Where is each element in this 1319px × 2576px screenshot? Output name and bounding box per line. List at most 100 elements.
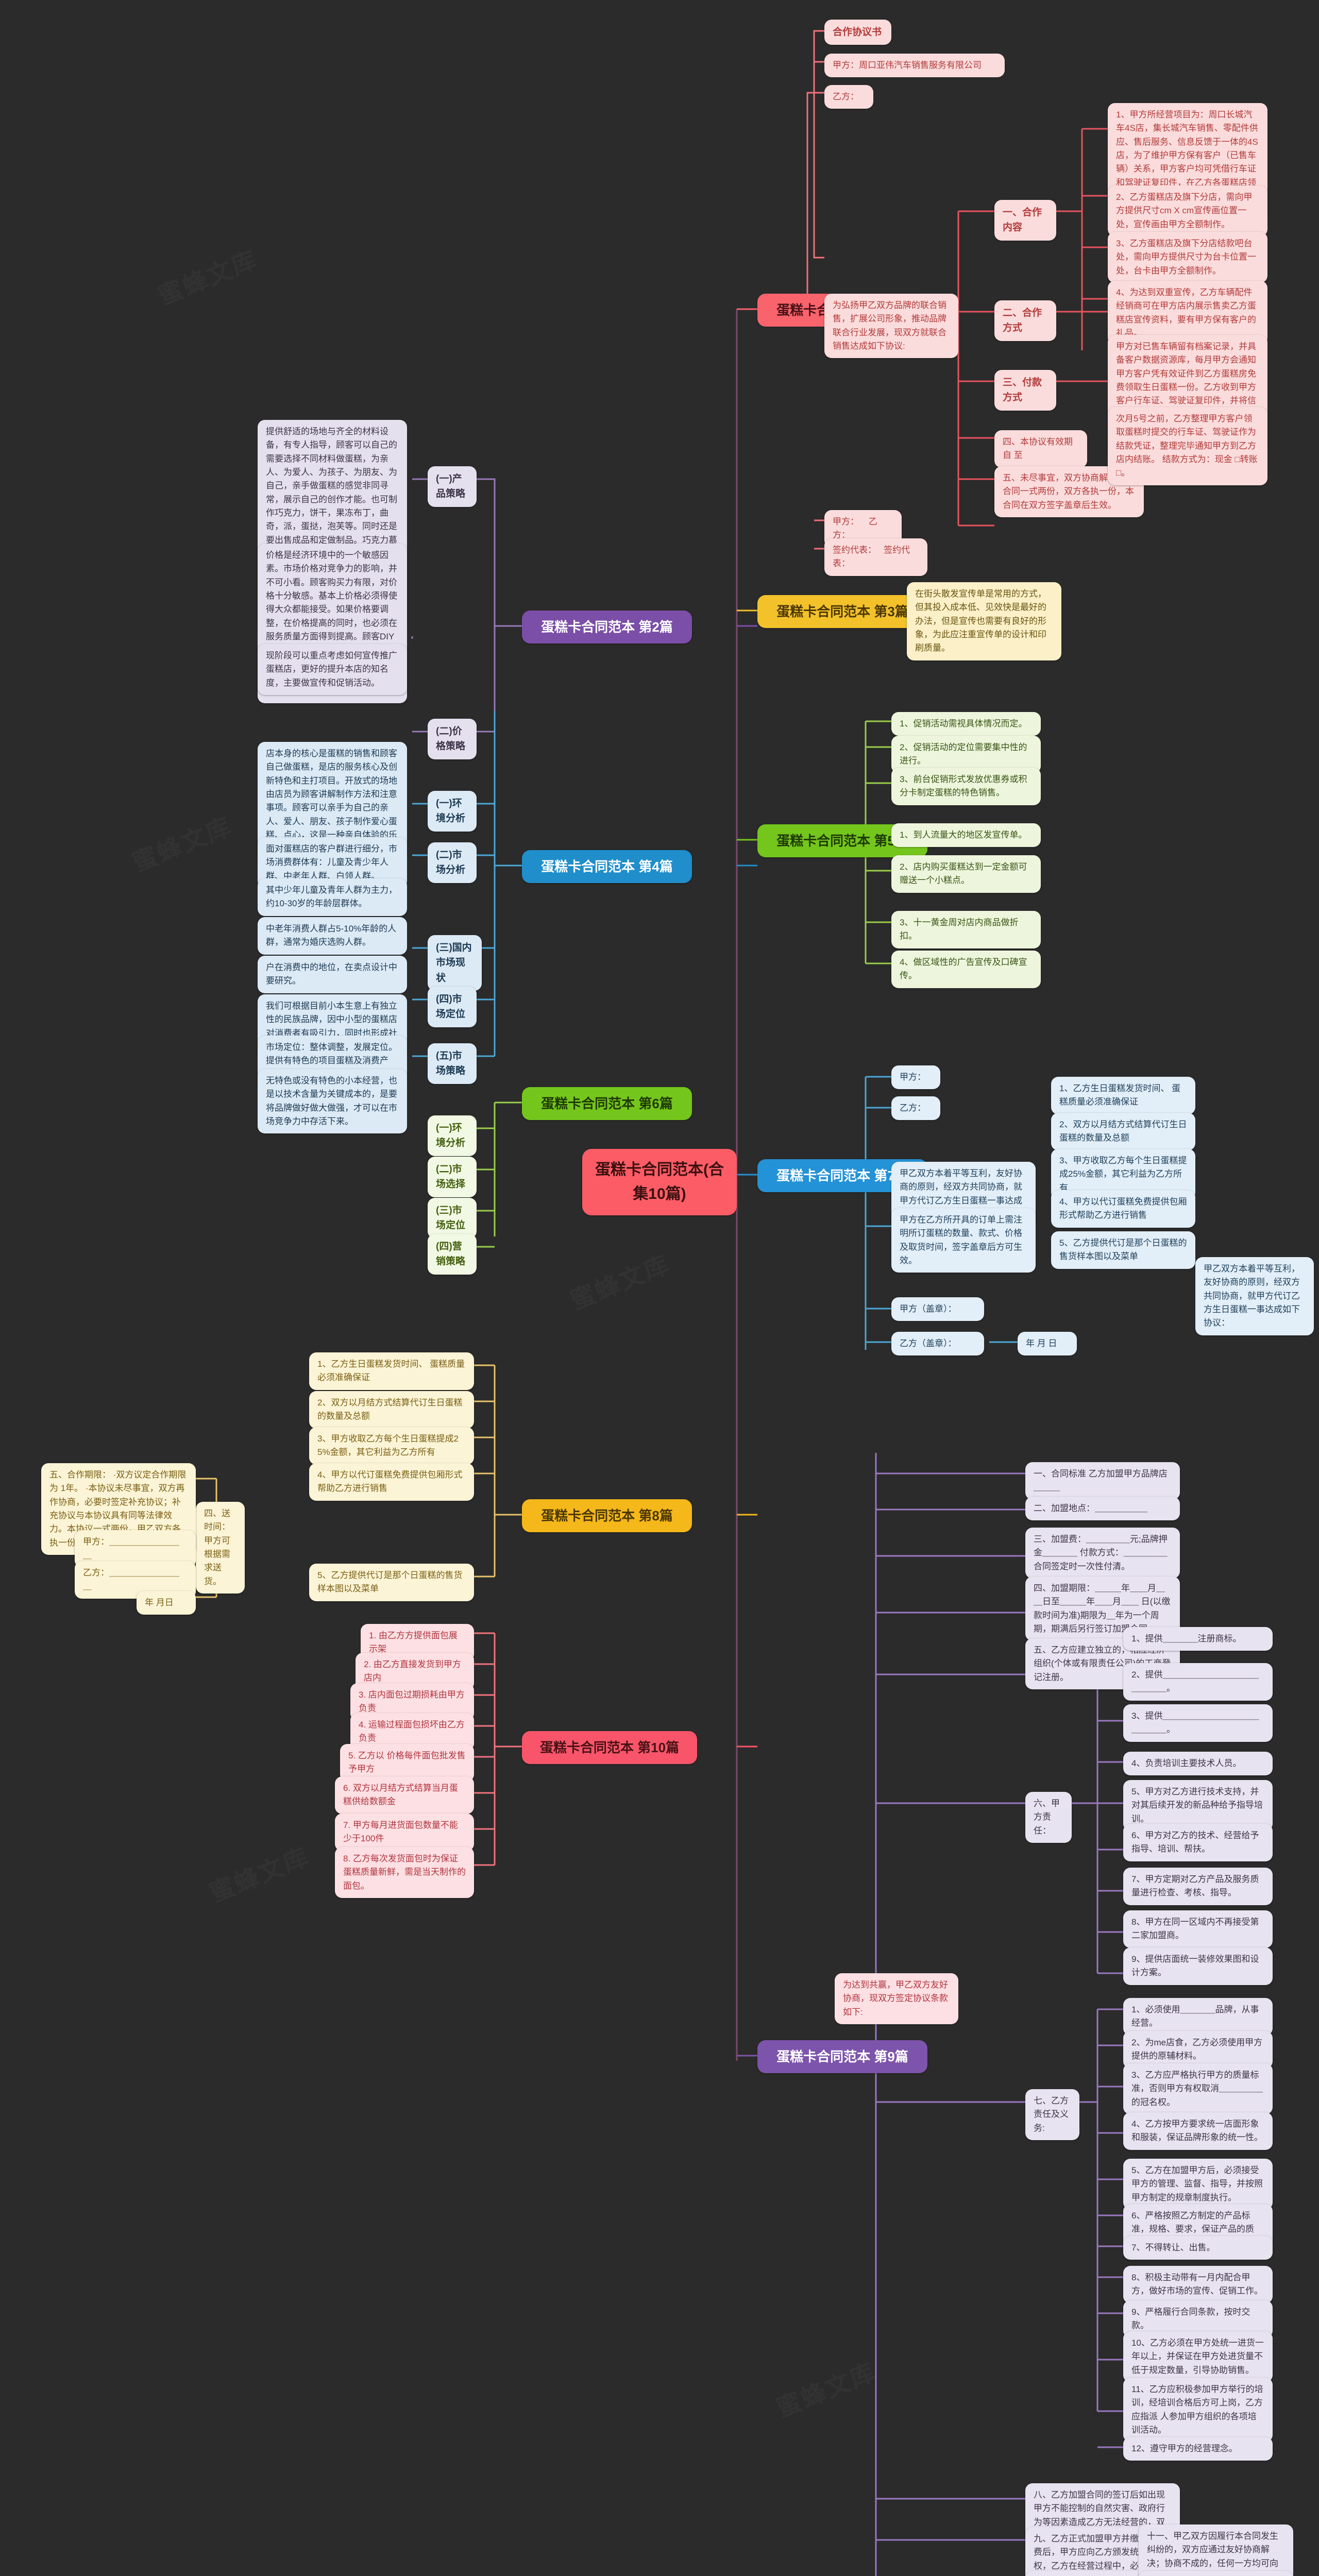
p10-item-6[interactable]: 6. 双方以月结方式结算当月蛋糕供给数额金	[335, 1776, 474, 1814]
p10-item-5[interactable]: 5. 乙方以 价格每件面包批发售予甲方	[340, 1744, 474, 1782]
p5-item-7[interactable]: 4、做区域性的广告宣传及口碑宣传。	[891, 951, 1041, 988]
p1-section-4[interactable]: 四、本协议有效期自 至	[994, 430, 1087, 468]
p7-party-b[interactable]: 乙方：	[891, 1096, 940, 1121]
p1-s3-item-1[interactable]: 次月5号之前，乙方整理甲方客户领取蛋糕时提交的行车证、驾驶证作为结款凭证，整理完…	[1108, 407, 1267, 485]
p4-text-2c[interactable]: 中老年消费人群占5-10%年龄的人群，通常为婚庆选购人群。	[258, 917, 407, 955]
p9-sev-item-1[interactable]: 1、必须使用＿＿＿＿品牌，从事经营。	[1123, 1998, 1273, 2036]
p3-text-1[interactable]: 在街头散发宣传单是常用的方式，但其投入成本低、见效快是最好的办法，但是宣传也需要…	[907, 582, 1061, 660]
p7-party-a[interactable]: 甲方：	[891, 1065, 940, 1090]
p8-item-3[interactable]: 3、甲方收取乙方每个生日蛋糕提成25%金额，其它利益为乙方所有	[309, 1427, 474, 1465]
p9-sev-item-2[interactable]: 2、为me店食，乙方必须使用甲方提供的原辅材料。	[1123, 2031, 1273, 2069]
branch-node-4[interactable]: 蛋糕卡合同范本 第4篇	[522, 850, 692, 884]
p7-item-4[interactable]: 4、甲方以代订蛋糕免费提供包厢形式帮助乙方进行销售	[1051, 1190, 1195, 1228]
p9-sev-item-8[interactable]: 8、积极主动带有一月内配合甲方，做好市场的宣传、促销工作。	[1123, 2266, 1273, 2303]
p7-sign-a[interactable]: 甲方（盖章）：	[891, 1297, 984, 1321]
p4-node-3[interactable]: (三)国内市场现状	[428, 935, 482, 991]
p9-section-seven[interactable]: 七、乙方责任及义务:	[1025, 2089, 1079, 2141]
p9-six-item-2[interactable]: 2、提供＿＿＿＿＿＿＿＿＿＿＿＿＿＿＿。	[1123, 1663, 1273, 1701]
p8-item-4[interactable]: 4、甲方以代订蛋糕免费提供包厢形式帮助乙方进行销售	[309, 1463, 474, 1501]
p1-section-1[interactable]: 一、合作内容	[994, 200, 1056, 241]
p9-six-item-3[interactable]: 3、提供＿＿＿＿＿＿＿＿＿＿＿＿＿＿＿。	[1123, 1704, 1273, 1742]
p4-text-2b[interactable]: 其中少年儿童及青年人群为主力，约10-30岁的年龄层群体。	[258, 878, 407, 916]
p10-item-7[interactable]: 7. 甲方每月进货面包数量不能少于100件	[335, 1814, 474, 1851]
p9-six-item-1[interactable]: 1、提供＿＿＿＿注册商标。	[1123, 1627, 1273, 1651]
p8-section-4[interactable]: 四、送时间：甲方可根据需求送货。	[196, 1502, 245, 1594]
p9-six-item-5[interactable]: 5、甲方对乙方进行技术支持，并对其后续开发的新品种给予指导培训。	[1123, 1780, 1273, 1832]
p8-item-5[interactable]: 5、乙方提供代订是那个日蛋糕的售货样本图以及菜单	[309, 1564, 474, 1601]
p9-sev-item-11[interactable]: 11、乙方应积极参加甲方举行的培训，经培训合格后方可上岗，乙方应指派 人参加甲方…	[1123, 2378, 1273, 2443]
p5-item-5[interactable]: 2、店内购买蛋糕达到一定金额可赠送一个小糕点。	[891, 855, 1041, 893]
p1-section-3[interactable]: 三、付款方式	[994, 370, 1056, 411]
p9-six-item-9[interactable]: 9、提供店面统一装修效果图和设计方案。	[1123, 1947, 1273, 1985]
watermark: 蜜蜂文库	[203, 1836, 314, 1909]
p4-node-2[interactable]: (二)市场分析	[428, 842, 477, 883]
p2-node-2[interactable]: (二)价格策略	[428, 719, 477, 759]
branch-node-10[interactable]: 蛋糕卡合同范本 第10篇	[522, 1731, 697, 1765]
p1-s1-item-3[interactable]: 3、乙方蛋糕店及旗下分店结款吧台处，需向甲方提供尺寸为台卡位置一处，台卡由甲方全…	[1108, 232, 1267, 283]
p9-section-six[interactable]: 六、甲方责任：	[1025, 1792, 1072, 1843]
p7-item-5[interactable]: 5、乙方提供代订是那个日蛋糕的售货样本图以及菜单	[1051, 1231, 1195, 1269]
p4-node-5[interactable]: (五)市场策略	[428, 1043, 477, 1084]
p8-date[interactable]: 年 月日	[137, 1591, 196, 1615]
watermark: 蜜蜂文库	[126, 806, 236, 878]
p10-tail[interactable]: 为达到共赢，甲乙双方友好协商，现双方签定协议条款如下:	[835, 1973, 958, 2025]
p4-node-1[interactable]: (一)环境分析	[428, 791, 477, 832]
p10-item-8[interactable]: 8. 乙方每次发货面包时为保证蛋糕质量新鲜，需是当天制作的面包。	[335, 1847, 474, 1899]
p9-sev-item-5[interactable]: 5、乙方在加盟甲方后，必须接受甲方的管理、监督、指导，并按照甲方制定的规章制度执…	[1123, 2159, 1273, 2210]
p1-preamble[interactable]: 为弘扬甲乙双方品牌的联合销售，扩展公司形象，推动品牌联合行业发展，现双方就联合销…	[824, 294, 958, 359]
p5-item-2[interactable]: 2、促销活动的定位需要集中性的进行。	[891, 736, 1041, 773]
p7-order-note[interactable]: 甲方在乙方所开具的订单上需注明所订蛋糕的数量、款式、价格及取货时间，签字盖章后方…	[891, 1208, 1036, 1273]
p1-sign-rep[interactable]: 签约代表： 签约代表：	[824, 538, 927, 576]
p9-six-item-7[interactable]: 7、甲方定期对乙方产品及服务质量进行检查、考核、指导。	[1123, 1868, 1273, 1905]
p5-item-1[interactable]: 1、促销活动需视具体情况而定。	[891, 712, 1041, 736]
p7-item-2[interactable]: 2、双方以月结方式结算代订生日蛋糕的数量及总额	[1051, 1113, 1195, 1150]
p1-section-2[interactable]: 二、合作方式	[994, 300, 1056, 341]
p4-text-2d[interactable]: 户在消费中的地位，在卖点设计中要研究。	[258, 956, 407, 993]
p9-sev-item-4[interactable]: 4、乙方按甲方要求统一店面形象和服装，保证品牌形象的统一性。	[1123, 2112, 1273, 2150]
p9-section-ten[interactable]: 十、本合同解除乙方不得泄露本公司的任何技术及商业秘密，否则追究乙方法律责任。	[1025, 2571, 1180, 2576]
p7-date[interactable]: 年 月 日	[1018, 1332, 1077, 1356]
branch-node-8[interactable]: 蛋糕卡合同范本 第8篇	[522, 1499, 692, 1533]
p6-node-3[interactable]: (三)市场定位	[428, 1198, 477, 1239]
branch-node-6[interactable]: 蛋糕卡合同范本 第6篇	[522, 1087, 692, 1121]
p1-s1-item-2[interactable]: 2、乙方蛋糕店及旗下分店，需向甲方提供尺寸cm X cm宣传画位置一处，宣传画由…	[1108, 185, 1267, 237]
p4-text-5[interactable]: 无特色或没有特色的小本经营，也是以技术含量为关键成本的，是要将品牌做好做大做强，…	[258, 1069, 407, 1134]
p8-item-1[interactable]: 1、乙方生日蛋糕发货时间、 蛋糕质量必须准确保证	[309, 1352, 474, 1390]
p7-item-1[interactable]: 1、乙方生日蛋糕发货时间、 蛋糕质量必须准确保证	[1051, 1077, 1195, 1114]
p5-item-4[interactable]: 1、到人流量大的地区发宣传单。	[891, 823, 1041, 848]
p4-node-4[interactable]: (四)市场定位	[428, 987, 477, 1027]
root-node[interactable]: 蛋糕卡合同范本(合集10篇)	[582, 1149, 737, 1215]
p9-sev-item-10[interactable]: 10、乙方必须在甲方处统一进货一年以上，并保证在甲方处进货量不低于规定数量，引导…	[1123, 2331, 1273, 2383]
p8-item-2[interactable]: 2、双方以月结方式结算代订生日蛋糕的数量及总额	[309, 1391, 474, 1429]
p9-section-eleven[interactable]: 十一、甲乙双方因履行本合同发生纠纷的，双方应通过友好协商解决；协商不成的，任何一…	[1139, 2524, 1293, 2576]
p2-node-1[interactable]: (一)产品策略	[428, 466, 477, 507]
p5-item-6[interactable]: 3、十一黄金周对店内商品做折扣。	[891, 911, 1041, 948]
p9-header-4[interactable]: 四、加盟期限：＿＿＿年＿＿月＿＿日至＿＿＿年＿＿月＿＿ 日(以缴款时间为准)期限…	[1025, 1577, 1180, 1641]
p6-node-4[interactable]: (四)营销策略	[428, 1234, 477, 1275]
p9-six-item-8[interactable]: 8、甲方在同一区域内不再接受第二家加盟商。	[1123, 1910, 1273, 1948]
p9-six-item-4[interactable]: 4、负责培训主要技术人员。	[1123, 1752, 1273, 1776]
p7-tail[interactable]: 甲乙双方本着平等互利，友好协商的原则，经双方共同协商，就甲方代订乙方生日蛋糕一事…	[1195, 1257, 1314, 1335]
p9-header-3[interactable]: 三、加盟费：＿＿＿＿＿元;品牌押金＿＿＿＿ 付款方式：＿＿＿＿＿ 合同签定时一次…	[1025, 1528, 1180, 1579]
branch-node-2[interactable]: 蛋糕卡合同范本 第2篇	[522, 611, 692, 644]
branch-node-3[interactable]: 蛋糕卡合同范本 第3篇	[757, 595, 927, 629]
p1-party-b[interactable]: 乙方：	[824, 85, 873, 109]
p9-sev-item-3[interactable]: 3、乙方应严格执行甲方的质量标准，否则甲方有权取消＿＿＿＿＿的冠名权。	[1123, 2063, 1273, 2115]
p9-sev-item-7[interactable]: 7、不得转让、出售。	[1123, 2236, 1273, 2260]
p9-header-2[interactable]: 二、加盟地点：＿＿＿＿＿＿	[1025, 1497, 1180, 1521]
p9-header-1[interactable]: 一、合同标准 乙方加盟甲方品牌店＿＿＿	[1025, 1462, 1180, 1500]
p5-item-3[interactable]: 3、前台促销形式发放优惠券或积分卡制定蛋糕的特色销售。	[891, 768, 1041, 805]
p2-text-3[interactable]: 现阶段可以重点考虑如何宣传推广蛋糕店，更好的提升本店的知名度，主要做宣传和促销活…	[258, 644, 407, 696]
branch-node-9[interactable]: 蛋糕卡合同范本 第9篇	[757, 2040, 927, 2074]
p9-section-twelve[interactable]: 十二、本合同一式二份，甲乙双方各执壹份，双方签字（盖章）后生效。如有其他未尽事宜…	[1139, 2571, 1293, 2576]
p9-sev-item-12[interactable]: 12、遵守甲方的经营理念。	[1123, 2437, 1273, 2461]
p1-s1-item-4[interactable]: 4、为达到双重宣传，乙方车辆配件经销商可在甲方店内展示售卖乙方蛋糕店宣传资料，要…	[1108, 281, 1267, 346]
watermark: 蜜蜂文库	[151, 239, 262, 312]
p7-sign-b[interactable]: 乙方（盖章）：	[891, 1332, 984, 1356]
p6-node-2[interactable]: (二)市场选择	[428, 1157, 477, 1197]
p1-party-a[interactable]: 甲方：周口亚伟汽车销售服务有限公司	[824, 54, 1005, 78]
p6-node-1[interactable]: (一)环境分析	[428, 1115, 477, 1156]
p1-title[interactable]: 合作协议书	[824, 20, 891, 45]
p9-six-item-6[interactable]: 6、甲方对乙方的技术、经营给予指导、培训、帮扶。	[1123, 1824, 1273, 1861]
